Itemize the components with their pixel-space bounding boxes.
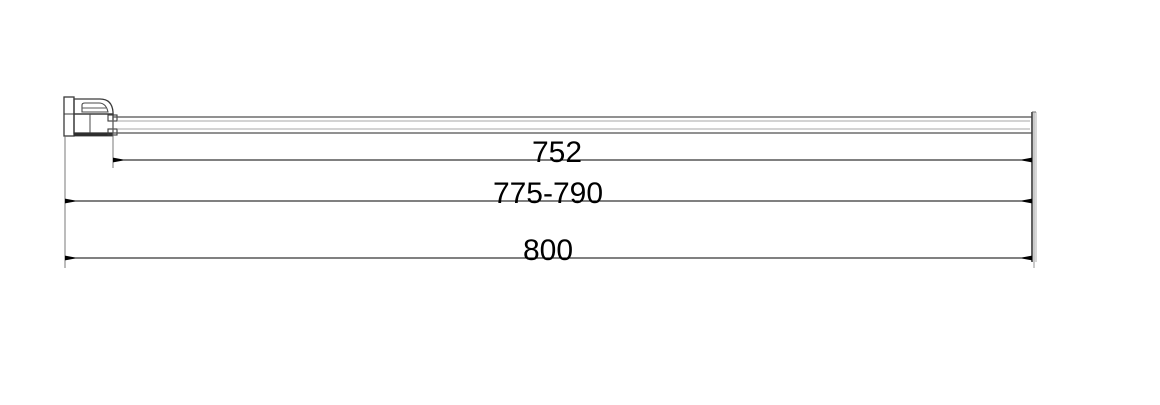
dimension-nominal-width: 800 <box>65 234 1032 267</box>
wall-profile-outline <box>63 96 75 137</box>
clamp-lug-lower <box>107 128 118 136</box>
dimension-label-775-790: 775-790 <box>493 177 603 210</box>
hinge-cap-inner-curve <box>81 102 109 113</box>
bracket-body <box>73 113 114 137</box>
bracket-base-shim <box>73 132 114 137</box>
dimension-glass-width: 752 <box>113 136 1032 169</box>
bracket-body-outline <box>73 113 114 134</box>
dimension-adjustable-range: 775-790 <box>65 177 1032 210</box>
glass-clamp-lugs <box>107 114 118 136</box>
glass-panel <box>113 116 1032 134</box>
clamp-lug-upper <box>107 114 118 122</box>
dimension-label-800: 800 <box>523 234 573 267</box>
hinge-cap <box>73 98 114 115</box>
wall-bracket-assembly <box>63 96 118 137</box>
hinge-cap-outline <box>73 98 114 115</box>
wall-profile <box>63 96 75 137</box>
dimension-label-752: 752 <box>532 136 582 169</box>
